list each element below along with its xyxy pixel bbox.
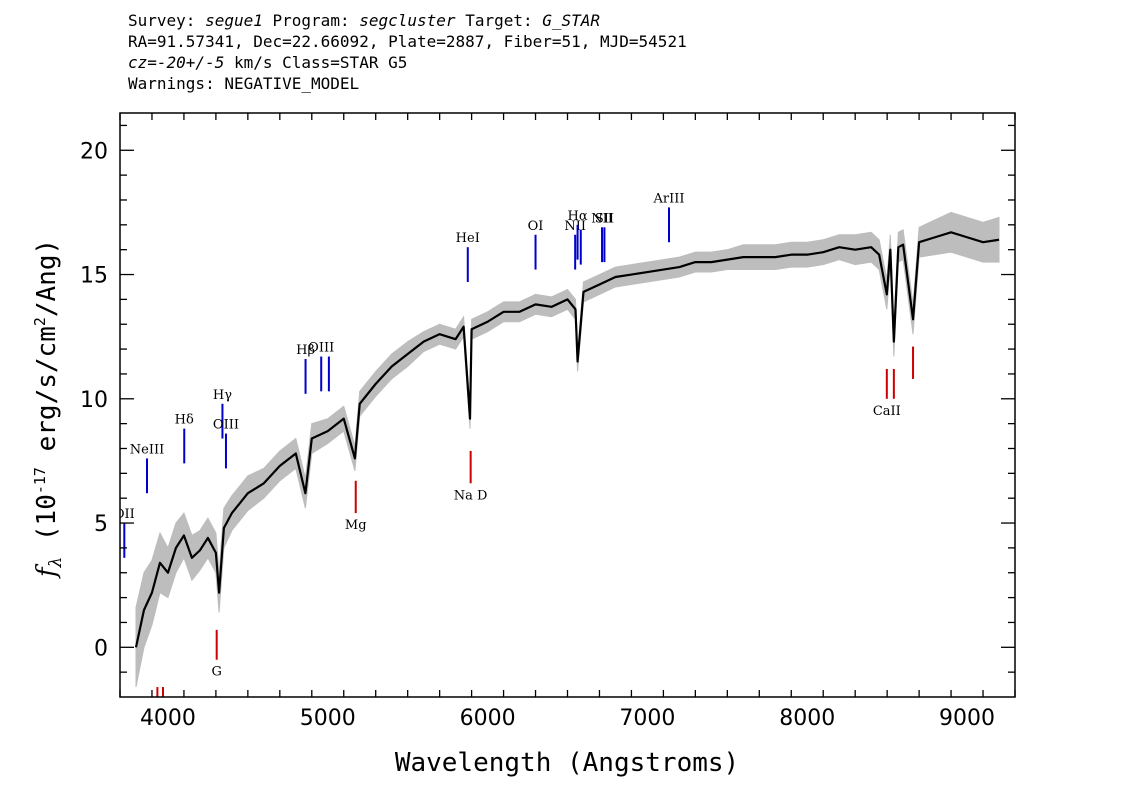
error-band (135, 211, 1000, 688)
axes: 4000 5000 6000 7000 8000 9000 0 5 10 15 20 (80, 112, 1016, 731)
emission-line-label: SII (595, 211, 614, 226)
survey-value: segue1 (205, 11, 263, 30)
y-tick-label: 20 (80, 139, 108, 164)
class-text: km/s Class=STAR G5 (224, 53, 408, 72)
y-tick-label: 5 (94, 512, 108, 537)
emission-line-label: Hα (568, 209, 588, 224)
emission-line-label: OIII (308, 341, 334, 356)
y-tick-label: 0 (94, 636, 108, 661)
emission-line-label: Hβ (296, 343, 315, 358)
emission-line-label: OIII (213, 418, 239, 433)
emission-line-label: Hδ (175, 413, 194, 428)
x-tick-label: 6000 (460, 706, 516, 731)
program-label: Program: (272, 11, 350, 30)
header-line-survey: Survey: segue1 Program: segcluster Targe… (128, 10, 687, 31)
absorption-line-label: Mg (345, 518, 367, 533)
program-value: segcluster (359, 11, 456, 30)
target-value: G_STAR (542, 11, 601, 30)
absorption-line-label: Na D (454, 488, 488, 503)
absorption-line-label: G (211, 665, 221, 680)
x-tick-label: 4000 (140, 706, 196, 731)
emission-line-label: OI (528, 219, 544, 234)
x-axis-title: Wavelength (Angstroms) (395, 748, 739, 778)
emission-line-label: NII (591, 211, 613, 226)
header-line-warnings: Warnings: NEGATIVE_MODEL (128, 74, 360, 93)
target-label: Target: (465, 11, 533, 30)
x-tick-label: 7000 (619, 706, 675, 731)
survey-label: Survey: (128, 11, 196, 30)
y-axis-title: fλ (10-17 erg/s/cm2/Ang) (31, 239, 66, 579)
absorption-line-label: CaII (873, 404, 901, 419)
header-line-coords: RA=91.57341, Dec=22.66092, Plate=2887, F… (128, 32, 687, 51)
x-tick-label: 8000 (779, 706, 835, 731)
y-tick-label: 10 (80, 388, 108, 413)
header-line-class: cz=-20+/-5 km/s Class=STAR G5 (128, 52, 687, 73)
emission-line-label: HeI (456, 231, 480, 246)
spectrum-header: Survey: segue1 Program: segcluster Targe… (128, 10, 687, 94)
emission-line-label: Hγ (213, 388, 232, 403)
y-tick-label: 15 (80, 264, 108, 289)
emission-line-label: OII (114, 507, 135, 522)
emission-line-label: ArIII (652, 191, 684, 206)
flux-series (134, 231, 1000, 648)
cz-value: cz=-20+/-5 (128, 53, 225, 72)
x-tick-label: 5000 (300, 706, 356, 731)
x-tick-label: 9000 (939, 706, 995, 731)
emission-line-label: NeIII (130, 442, 164, 457)
